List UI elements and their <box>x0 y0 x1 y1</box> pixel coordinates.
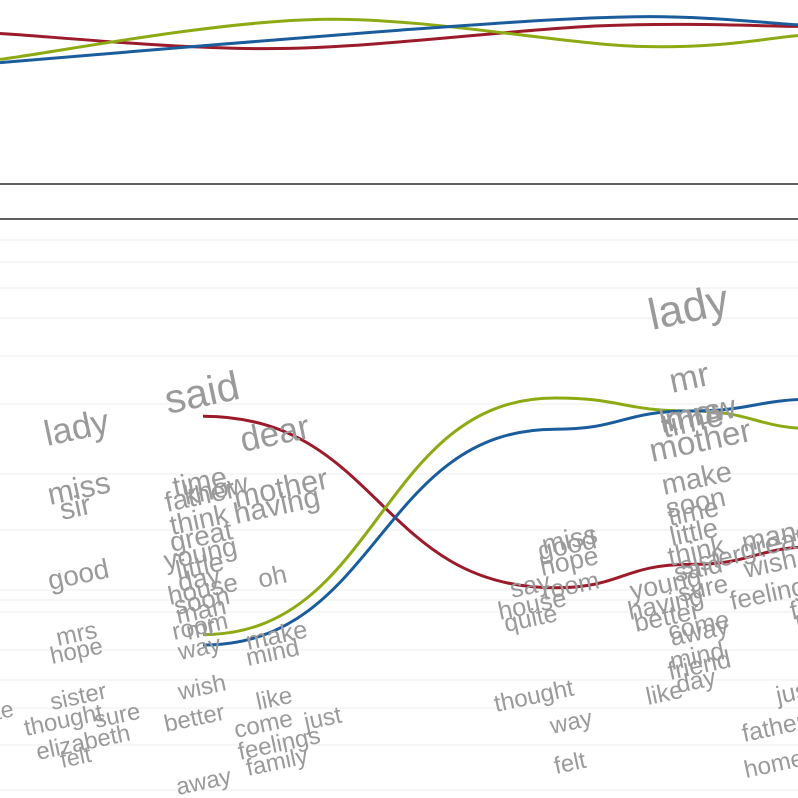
overview-panel <box>0 15 798 65</box>
panel-dividers <box>0 183 798 220</box>
overview-line-mrs <box>0 15 798 65</box>
word-label: way <box>547 705 595 740</box>
word-label: father <box>740 708 798 748</box>
word-label: mr <box>666 355 713 401</box>
word-label: sir <box>57 488 95 527</box>
word-label: good <box>45 553 112 596</box>
detail-series-lines <box>202 396 798 647</box>
word-label: lady <box>40 401 112 454</box>
word-label: said <box>160 362 243 423</box>
detail-line-said <box>202 414 798 590</box>
word-label: fam <box>787 588 798 626</box>
word-cloud-labels: ladymisssirgoodmrshopesisterthoughtsuree… <box>0 275 798 798</box>
word-label: love <box>793 603 798 640</box>
word-label: better <box>162 699 227 738</box>
detail-line-mrs <box>202 398 798 647</box>
word-label: lady <box>644 275 733 340</box>
word-label: away <box>174 763 234 798</box>
overview-line-said <box>0 22 798 51</box>
word-label: just <box>301 702 345 737</box>
gridlines <box>0 239 798 791</box>
word-label: felt <box>552 747 589 780</box>
detail-line-mr <box>202 396 798 637</box>
word-label: home <box>742 745 798 784</box>
word-label: just <box>773 675 798 710</box>
word-label: dear <box>237 407 314 460</box>
word-label: te <box>0 695 16 724</box>
word-label: felt <box>58 741 94 773</box>
word-label: mr <box>183 612 218 646</box>
word-label: oh <box>255 559 290 594</box>
